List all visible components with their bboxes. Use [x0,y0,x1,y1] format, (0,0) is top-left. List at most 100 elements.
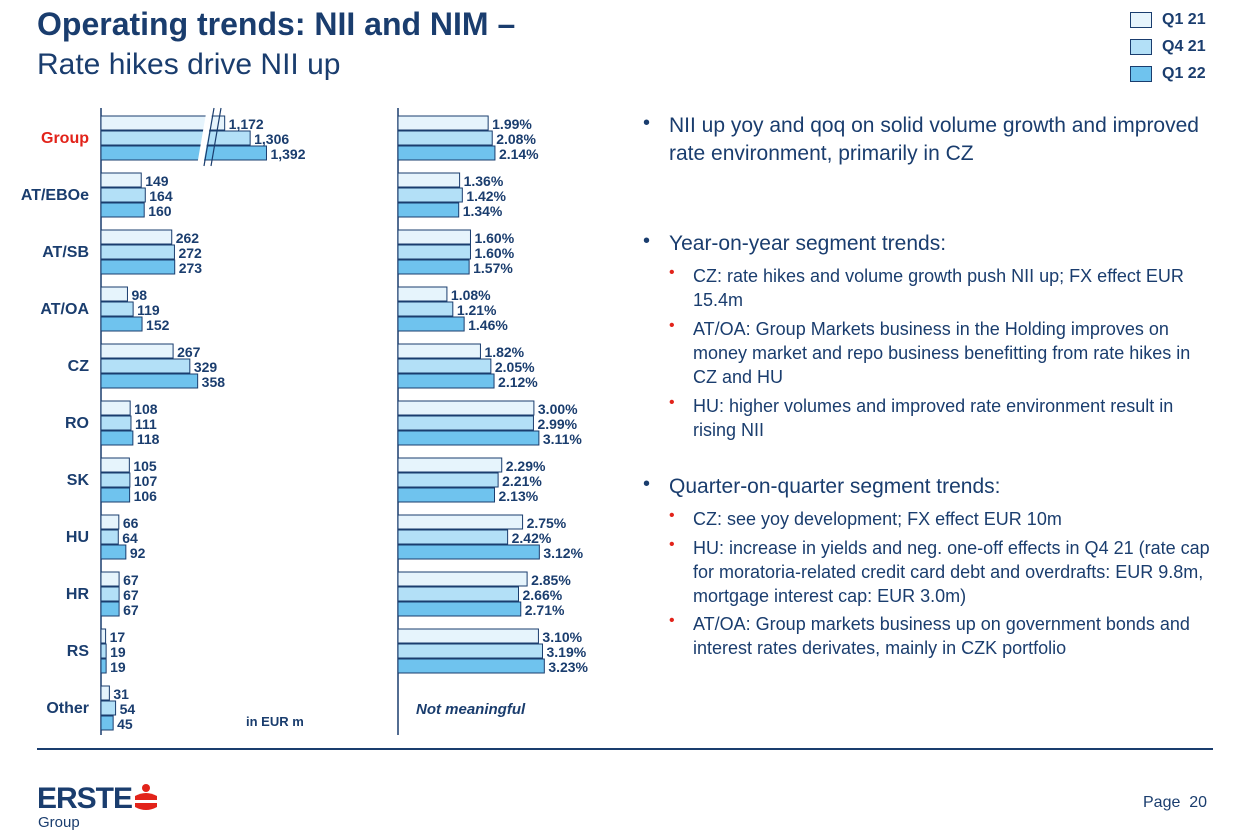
nii-value-label: 67 [123,587,139,603]
category-label-rs: RS [67,643,90,660]
category-label-hu: HU [66,529,89,546]
nii-bar-cz-q1-22 [100,373,199,389]
nii-value-label: 31 [113,686,129,702]
nii-value-label: 107 [134,473,158,489]
category-label-other: Other [46,700,89,717]
nii-value-label: 272 [178,245,202,261]
axis-break-gap [197,107,213,167]
sub-bullet-dot: • [669,536,675,553]
nim-value-label: 2.75% [527,515,567,531]
nii-value-label: 329 [194,359,218,375]
nim-value-label: 2.29% [506,458,546,474]
nim-bar-at-sb-q1-22 [397,259,470,275]
nim-bar-hu-q1-22 [397,544,540,560]
legend-label-q1-22: Q1 22 [1162,65,1206,82]
nii-value-label: 67 [123,572,139,588]
nim-value-label: 1.60% [474,230,514,246]
nim-value-label: 1.99% [492,116,532,132]
bullet-text: NII up yoy and qoq on solid volume growt… [669,114,1199,165]
logo-wordmark: ERSTE [37,782,133,815]
nii-value-label: 118 [137,431,160,447]
nii-bar-hr-q1-22 [100,601,120,617]
nii-bar-ro-q1-21 [100,400,131,416]
nim-bar-at-eboe-q4-21 [397,187,463,203]
page-number: Page 20 [1143,794,1207,812]
nim-value-label: 2.99% [537,416,577,432]
nii-bar-at-eboe-q1-21 [100,172,142,188]
nii-bar-hr-q4-21 [100,586,120,602]
sub-bullet-dot: • [669,317,675,334]
axis-break-mark [210,107,222,167]
nii-value-label: 149 [145,173,169,189]
nim-bar-group-q1-22 [397,145,496,161]
nim-bar-hr-q4-21 [397,586,519,602]
nii-value-label: 273 [179,260,203,276]
sub-bullet-dot: • [669,394,675,411]
nim-bar-rs-q4-21 [397,643,544,659]
nii-value-label: 54 [120,701,136,717]
nii-bar-hu-q4-21 [100,529,119,545]
nii-bar-group-q4-21 [100,130,251,146]
nim-bar-at-sb-q1-21 [397,229,471,245]
category-label-at-oa: AT/OA [40,301,89,318]
bullet-text: Year-on-year segment trends: [669,232,947,255]
sub-bullet-dot: • [669,612,675,629]
nim-bar-rs-q1-22 [397,658,545,674]
unit-note: in EUR m [246,714,304,729]
nii-bar-rs-q4-21 [100,643,107,659]
nii-value-label: 105 [133,458,157,474]
category-label-at-eboe: AT/EBOe [21,187,89,204]
nii-bar-sk-q1-22 [100,487,131,503]
nii-value-label: 164 [149,188,173,204]
nii-bar-other-q4-21 [100,700,117,716]
nim-value-label: 2.71% [525,602,565,618]
nim-value-label: 2.05% [495,359,535,375]
bullet-dot: • [643,112,651,134]
nim-value-label: 2.66% [522,587,562,603]
legend-swatch-q4-21 [1130,39,1152,55]
sub-bullet-text: HU: increase in yields and neg. one-off … [693,538,1210,606]
nim-value-label: 1.60% [474,245,514,261]
nii-bar-cz-q4-21 [100,358,191,374]
nii-bar-at-eboe-q4-21 [100,187,146,203]
nim-bar-hr-q1-21 [397,571,528,587]
sub-bullet-dot: • [669,264,675,281]
axis-break-mark [203,107,215,167]
nii-value-label: 1,306 [254,131,289,147]
nii-value-label: 108 [134,401,158,417]
nim-value-label: 2.42% [512,530,552,546]
nim-bar-at-oa-q1-22 [397,316,465,332]
sub-bullet-text: AT/OA: Group markets business up on gove… [693,614,1190,658]
nii-value-label: 64 [122,530,138,546]
nim-value-label: 1.82% [484,344,524,360]
bullet-dot: • [643,230,651,252]
nim-bar-hr-q1-22 [397,601,522,617]
nii-value-label: 267 [177,344,201,360]
legend-label-q4-21: Q4 21 [1162,38,1206,55]
nim-bar-cz-q4-21 [397,358,492,374]
nii-value-label: 17 [110,629,126,645]
nii-bar-at-sb-q4-21 [100,244,175,260]
nim-value-label: 1.42% [466,188,506,204]
bullet-text: Quarter-on-quarter segment trends: [669,475,1001,498]
nii-value-label: 1,392 [270,146,305,162]
nim-bar-at-eboe-q1-22 [397,202,460,218]
nii-value-label: 152 [146,317,170,333]
nii-value-label: 1,172 [229,116,264,132]
nii-value-label: 119 [137,302,160,318]
sub-bullet-text: CZ: see yoy development; FX effect EUR 1… [693,509,1062,529]
nim-bar-ro-q1-21 [397,400,535,416]
nim-bar-rs-q1-21 [397,628,539,644]
nii-value-label: 19 [110,644,126,660]
category-label-at-sb: AT/SB [42,244,89,261]
nii-bar-hu-q1-21 [100,514,120,530]
category-label-sk: SK [67,472,90,489]
nim-value-label: 3.00% [538,401,578,417]
nim-value-label: 1.36% [464,173,504,189]
nim-value-label: 3.19% [547,644,587,660]
nim-bar-group-q4-21 [397,130,493,146]
nii-value-label: 45 [117,716,133,732]
bullet-dot: • [643,473,651,495]
nim-value-label: 2.14% [499,146,539,162]
nii-value-label: 92 [130,545,146,561]
